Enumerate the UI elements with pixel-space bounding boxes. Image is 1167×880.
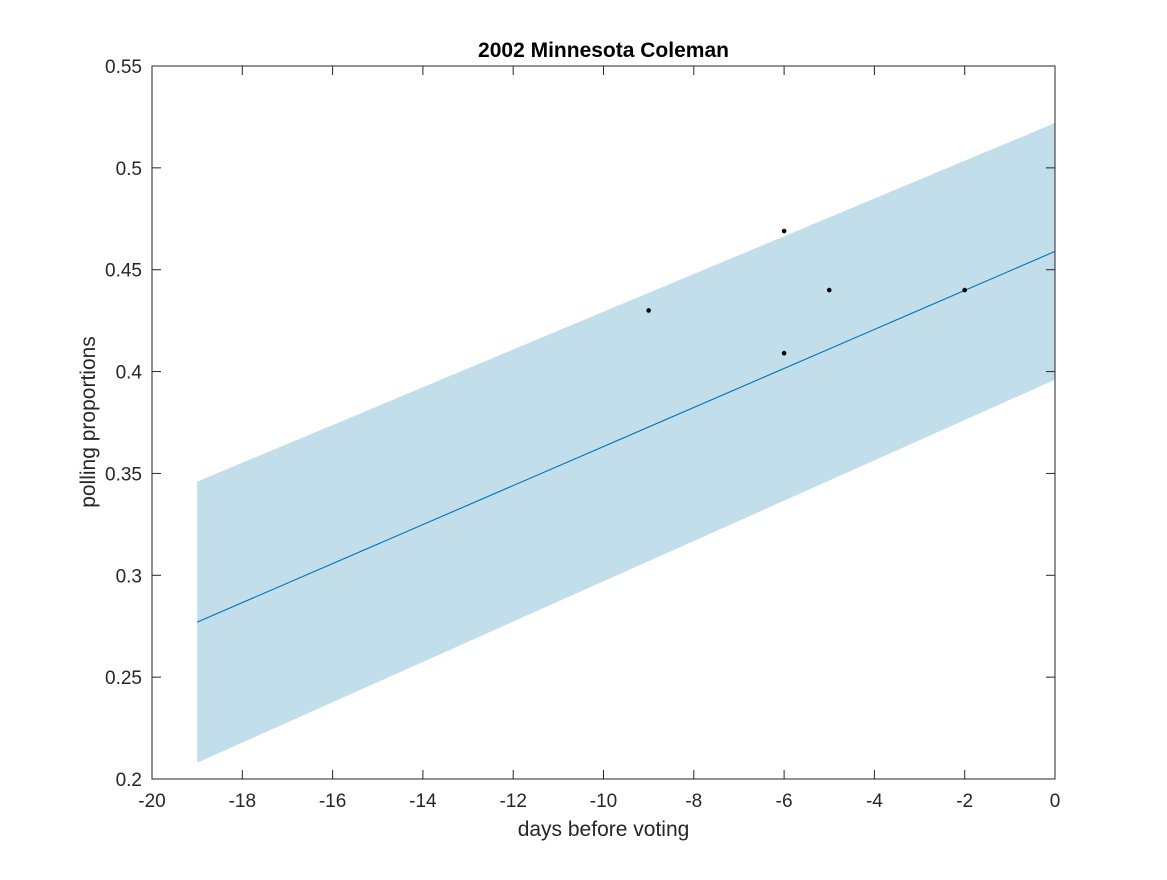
data-point (646, 308, 651, 313)
data-point (962, 287, 967, 293)
y-tick-label: 0.25 (105, 668, 142, 689)
confidence-band (197, 123, 1055, 763)
y-tick-label: 0.3 (116, 566, 142, 587)
y-tick-label: 0.55 (105, 57, 142, 78)
data-point (826, 287, 832, 293)
axes: -20 -18 -16 -14 -12 -10 -8 -6 -4 -2 00.20.250.30.3… (105, 57, 1060, 812)
data-point (781, 350, 787, 356)
data-point (781, 228, 787, 234)
x-tick-label: -14 (409, 791, 437, 812)
y-axis-label: polling proportions (77, 336, 100, 508)
fit-line (196, 250, 1056, 623)
y-tick-label: 0.35 (105, 464, 142, 485)
x-tick-label: -6 (776, 791, 793, 812)
y-tick-label: 0.2 (116, 770, 142, 791)
x-tick-label: -10 (590, 791, 617, 812)
x-tick-label: -4 (866, 791, 883, 812)
x-tick-label: -20 (138, 791, 165, 812)
chart-title: 2002 Minnesota Coleman (478, 39, 729, 62)
x-tick-label: -2 (956, 791, 973, 812)
x-tick-label: -8 (685, 791, 702, 812)
x-tick-label: -16 (319, 791, 346, 812)
y-tick-label: 0.4 (116, 363, 143, 384)
x-tick-label: 0 (1050, 791, 1061, 812)
plot-area (196, 123, 1056, 763)
y-tick-label: 0.5 (116, 159, 142, 180)
x-tick-label: -18 (229, 791, 256, 812)
x-tick-label: -12 (499, 791, 526, 812)
x-axis-label: days before voting (518, 818, 690, 841)
y-tick-label: 0.45 (105, 261, 142, 282)
